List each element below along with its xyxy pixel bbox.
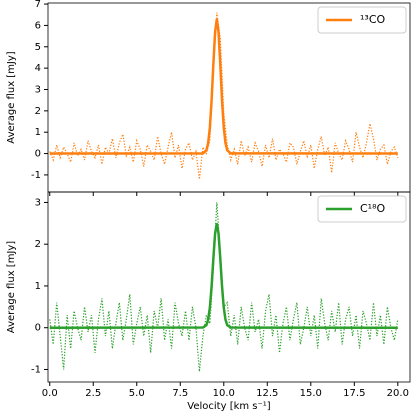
y-tick-label: 0: [35, 149, 41, 160]
axes-frame: [47, 191, 411, 383]
y-tick-label: 1: [35, 127, 41, 138]
x-tick-label: 7.5: [172, 388, 188, 399]
y-axis-label: Average flux [mJy]: [6, 51, 17, 143]
y-tick-label: 2: [35, 239, 41, 250]
y-tick-label: 2: [35, 106, 41, 117]
x-tick-label: 0.0: [42, 388, 58, 399]
data-line-dotted: [49, 12, 399, 180]
x-tick-label: 10.0: [213, 388, 235, 399]
y-tick-label: -1: [31, 170, 41, 181]
x-tick-label: 12.5: [256, 388, 278, 399]
legend-label: C¹⁸O: [360, 202, 386, 215]
y-tick-label: 6: [35, 20, 41, 31]
legend-label: ¹³CO: [360, 13, 386, 26]
fit-line: [49, 223, 398, 329]
y-tick-label: 4: [35, 63, 41, 74]
y-tick-label: 3: [35, 84, 41, 95]
y-tick-label: 3: [35, 197, 41, 208]
y-tick-label: -1: [31, 364, 41, 375]
x-tick-label: 17.5: [343, 388, 365, 399]
legend-box: [317, 6, 407, 34]
x-tick-label: 20.0: [387, 388, 409, 399]
x-tick-label: 2.5: [85, 388, 101, 399]
y-tick-label: 5: [35, 42, 41, 53]
fit-line: [49, 18, 398, 155]
x-tick-label: 5.0: [129, 388, 145, 399]
y-tick-label: 0: [35, 323, 41, 334]
y-tick-label: 7: [35, 0, 41, 10]
x-axis-label: Velocity [km s⁻¹]: [187, 401, 271, 412]
y-axis-label: Average flux [mJy]: [6, 241, 17, 333]
data-line-dotted: [49, 202, 399, 372]
y-tick-label: 1: [35, 281, 41, 292]
x-tick-label: 15.0: [300, 388, 322, 399]
legend-box: [317, 195, 407, 223]
